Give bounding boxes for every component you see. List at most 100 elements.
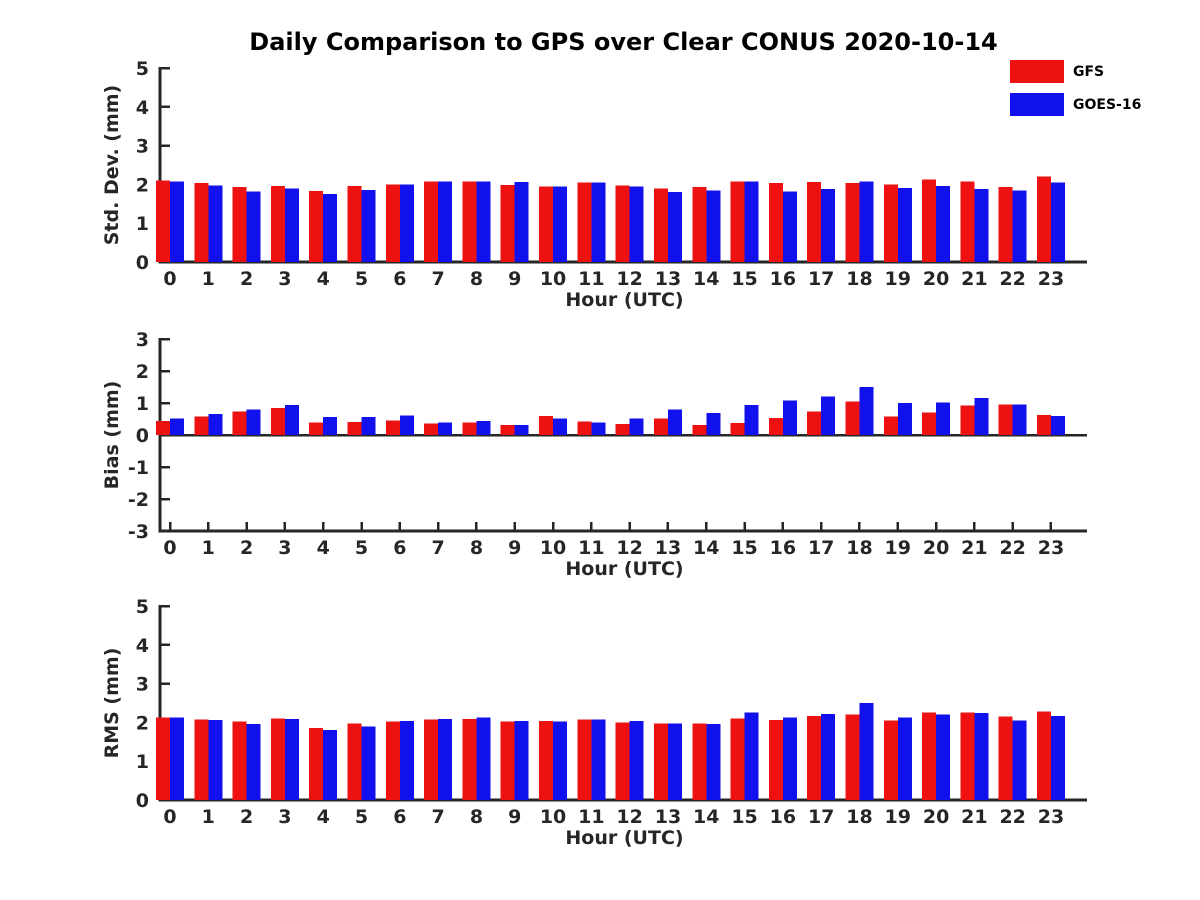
bar-gfs-h4 — [309, 422, 324, 435]
bar-gfs-h22 — [998, 187, 1013, 262]
bar-goes16-h7 — [438, 718, 453, 800]
bar-gfs-h8 — [462, 718, 477, 800]
bar-gfs-h8 — [462, 181, 477, 262]
bar-gfs-h12 — [615, 722, 630, 800]
bar-gfs-h15 — [730, 423, 745, 435]
bar-goes16-h19 — [897, 717, 912, 800]
y-tick-label: 3 — [136, 136, 149, 158]
bar-goes16-h12 — [629, 418, 644, 435]
x-tick-label: 8 — [470, 537, 483, 559]
x-tick-label: 8 — [470, 806, 483, 828]
x-tick-label: 7 — [432, 537, 445, 559]
bar-gfs-h7 — [424, 719, 439, 800]
bar-goes16-h11 — [591, 182, 606, 262]
bar-goes16-h23 — [1050, 182, 1065, 262]
x-axis-label-bias: Hour (UTC) — [565, 558, 683, 580]
bar-gfs-h11 — [577, 182, 592, 262]
x-tick-label: 22 — [999, 268, 1025, 290]
bar-goes16-h22 — [1012, 720, 1027, 800]
bar-gfs-h2 — [232, 187, 247, 262]
bar-goes16-h0 — [170, 717, 184, 800]
bar-goes16-h20 — [936, 402, 951, 435]
bar-gfs-h4 — [309, 190, 324, 262]
bar-goes16-h17 — [821, 189, 836, 262]
y-tick-label: 5 — [136, 58, 149, 80]
bar-goes16-h19 — [897, 403, 912, 435]
bar-goes16-h18 — [859, 703, 874, 800]
bar-gfs-h12 — [615, 185, 630, 262]
bar-gfs-h11 — [577, 421, 592, 435]
x-tick-label: 17 — [808, 537, 834, 559]
bar-goes16-h10 — [553, 418, 568, 435]
bar-gfs-h16 — [768, 720, 783, 800]
y-tick-label: 5 — [136, 596, 149, 618]
bar-gfs-h10 — [539, 186, 554, 262]
x-tick-label: 12 — [616, 806, 642, 828]
bar-goes16-h14 — [706, 723, 721, 800]
bar-gfs-h5 — [347, 723, 362, 800]
legend-label-gfs: GFS — [1073, 63, 1105, 80]
bar-goes16-h8 — [476, 181, 491, 262]
x-tick-label: 14 — [693, 806, 719, 828]
bar-gfs-h1 — [194, 416, 209, 435]
legend-item-gfs: GFS — [1010, 60, 1141, 83]
y-tick-label: 4 — [136, 635, 149, 657]
x-tick-label: 20 — [923, 268, 949, 290]
bar-gfs-h9 — [500, 424, 515, 435]
bar-goes16-h16 — [782, 400, 797, 435]
x-tick-label: 20 — [923, 806, 949, 828]
x-tick-label: 7 — [432, 806, 445, 828]
bar-goes16-h21 — [974, 713, 989, 800]
bar-goes16-h8 — [476, 717, 491, 800]
x-tick-label: 4 — [317, 537, 330, 559]
bar-goes16-h11 — [591, 422, 606, 435]
x-tick-label: 3 — [278, 537, 291, 559]
bar-goes16-h0 — [170, 418, 184, 435]
bar-goes16-h16 — [782, 717, 797, 800]
bar-gfs-h17 — [807, 182, 822, 262]
x-tick-label: 5 — [355, 537, 368, 559]
x-tick-label: 2 — [240, 268, 253, 290]
bar-goes16-h23 — [1050, 716, 1065, 800]
x-tick-label: 14 — [693, 268, 719, 290]
bar-goes16-h17 — [821, 713, 836, 800]
bar-goes16-h3 — [284, 404, 299, 435]
bar-goes16-h4 — [323, 194, 338, 262]
bar-gfs-h13 — [653, 188, 668, 262]
legend-swatch-gfs — [1010, 60, 1064, 83]
legend: GFS GOES-16 — [1010, 60, 1141, 116]
x-tick-label: 6 — [393, 268, 406, 290]
bar-gfs-h6 — [385, 184, 400, 262]
x-tick-label: 10 — [540, 537, 566, 559]
x-tick-label: 22 — [999, 537, 1025, 559]
bar-gfs-h20 — [922, 179, 937, 262]
bar-goes16-h18 — [859, 181, 874, 262]
bar-gfs-h17 — [807, 411, 822, 435]
bar-goes16-h21 — [974, 189, 989, 262]
bar-gfs-h13 — [653, 418, 668, 435]
bar-goes16-h15 — [744, 405, 759, 435]
y-tick-label: 1 — [136, 393, 149, 415]
bar-gfs-h2 — [232, 721, 247, 800]
y-tick-label: 0 — [136, 790, 149, 812]
x-tick-label: 9 — [508, 537, 521, 559]
bar-goes16-h19 — [897, 187, 912, 262]
bar-goes16-h13 — [667, 191, 682, 262]
x-tick-label: 0 — [163, 537, 176, 559]
x-tick-label: 8 — [470, 268, 483, 290]
bar-gfs-h13 — [653, 723, 668, 800]
bar-gfs-h21 — [960, 181, 975, 262]
y-axis-label-bias: Bias (mm) — [101, 381, 123, 490]
x-tick-label: 9 — [508, 806, 521, 828]
x-tick-label: 3 — [278, 268, 291, 290]
y-tick-label: 0 — [136, 252, 149, 274]
bar-gfs-h18 — [845, 182, 860, 262]
bar-gfs-h15 — [730, 718, 745, 800]
x-tick-label: 1 — [202, 537, 215, 559]
bar-gfs-h12 — [615, 423, 630, 435]
x-tick-label: 1 — [202, 268, 215, 290]
bar-goes16-h0 — [170, 181, 184, 262]
bar-gfs-h16 — [768, 418, 783, 435]
